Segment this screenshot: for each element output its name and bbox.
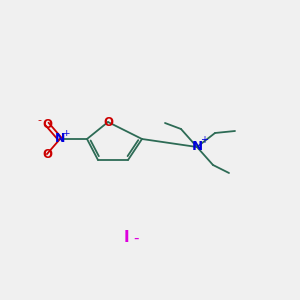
Text: -: -: [133, 230, 139, 245]
Text: O: O: [42, 118, 52, 130]
Text: -: -: [37, 115, 41, 125]
Text: N: N: [191, 140, 203, 154]
Text: +: +: [200, 135, 208, 145]
Text: I: I: [123, 230, 129, 245]
Text: O: O: [103, 116, 113, 128]
Text: O: O: [42, 148, 52, 160]
Text: +: +: [62, 128, 70, 137]
Text: N: N: [55, 133, 65, 146]
